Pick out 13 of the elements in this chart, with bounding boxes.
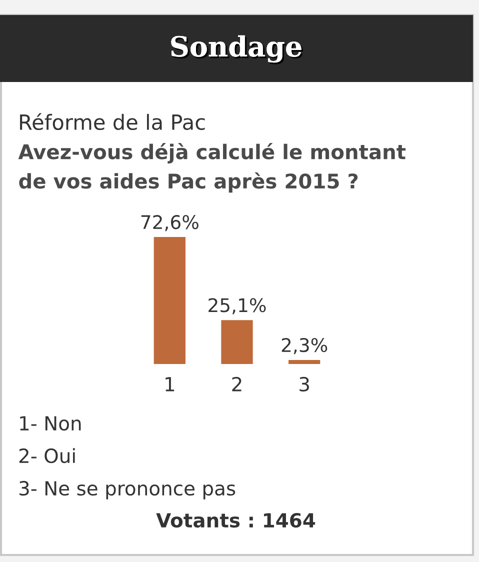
text: Votants : 1464	[156, 512, 316, 528]
text: 3- Ne se prononce pas	[19, 480, 236, 500]
data-label: 2,3%	[282, 338, 328, 354]
data-label: 72,6%	[141, 215, 198, 232]
x-tick-label: 1	[166, 377, 174, 392]
x-tick-label: 3	[300, 376, 309, 392]
text: 2- Oui	[19, 448, 75, 464]
data-label: 25,1%	[208, 298, 266, 314]
text: 1- Non	[20, 416, 81, 431]
chart-subtitle: Réforme de la Pac	[20, 113, 205, 130]
x-tick-label: 2	[232, 376, 242, 392]
chart-title: Sondage	[171, 35, 304, 64]
text: Avez-vous déjà calculé le montant de vos aides Pac après 2015 ?	[18, 143, 406, 193]
